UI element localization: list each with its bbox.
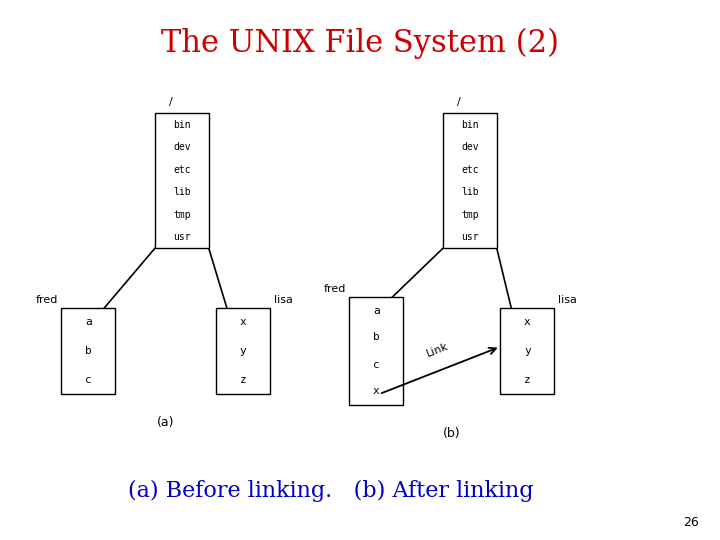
Bar <box>349 297 403 405</box>
Text: (a): (a) <box>157 416 174 429</box>
Text: lisa: lisa <box>274 295 292 305</box>
Text: usr: usr <box>461 232 479 242</box>
Text: /: / <box>457 97 461 107</box>
Text: z: z <box>524 375 531 385</box>
Text: y: y <box>240 346 246 356</box>
Text: tmp: tmp <box>461 210 479 220</box>
Text: The UNIX File System (2): The UNIX File System (2) <box>161 28 559 59</box>
Text: usr: usr <box>173 232 191 242</box>
Text: fred: fred <box>35 295 58 305</box>
Text: fred: fred <box>323 284 346 294</box>
Text: 26: 26 <box>683 516 698 529</box>
Text: lib: lib <box>173 187 191 197</box>
Text: lib: lib <box>461 187 479 197</box>
Text: b: b <box>373 333 379 342</box>
Text: bin: bin <box>173 120 191 130</box>
Bar <box>155 113 209 248</box>
Text: /: / <box>169 97 173 107</box>
Text: dev: dev <box>461 142 479 152</box>
Text: x: x <box>240 317 246 327</box>
Text: Link: Link <box>426 341 450 359</box>
Bar <box>500 308 554 394</box>
Bar <box>216 308 270 394</box>
Text: a: a <box>85 317 91 327</box>
Text: a: a <box>373 306 379 315</box>
Text: x: x <box>373 387 379 396</box>
Text: x: x <box>524 317 531 327</box>
Text: etc: etc <box>461 165 479 174</box>
Text: c: c <box>85 375 91 385</box>
Text: etc: etc <box>173 165 191 174</box>
Bar <box>61 308 115 394</box>
Bar <box>443 113 497 248</box>
Text: c: c <box>373 360 379 369</box>
Text: z: z <box>240 375 246 385</box>
Text: b: b <box>85 346 91 356</box>
Text: dev: dev <box>173 142 191 152</box>
Text: lisa: lisa <box>558 295 577 305</box>
Text: tmp: tmp <box>173 210 191 220</box>
Text: bin: bin <box>461 120 479 130</box>
Text: y: y <box>524 346 531 356</box>
Text: (b): (b) <box>443 427 461 440</box>
Text: (a) Before linking.   (b) After linking: (a) Before linking. (b) After linking <box>128 481 534 502</box>
